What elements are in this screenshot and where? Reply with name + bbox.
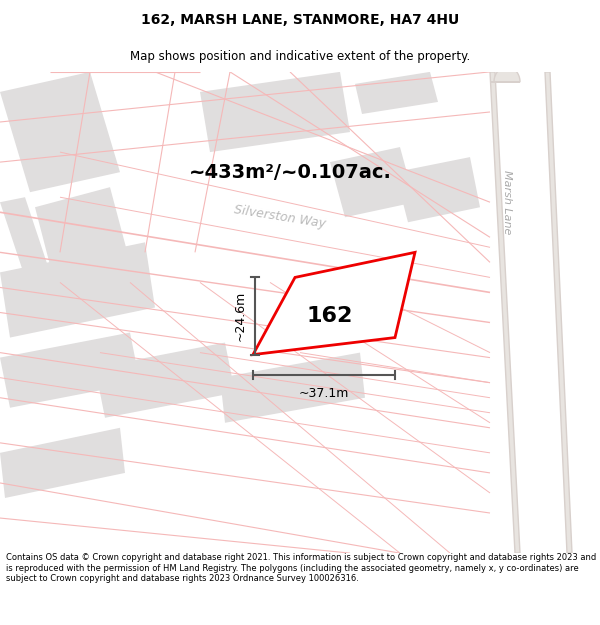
- Polygon shape: [0, 428, 125, 498]
- Polygon shape: [0, 72, 120, 192]
- Polygon shape: [545, 72, 572, 553]
- Text: ~24.6m: ~24.6m: [234, 291, 247, 341]
- Text: 162, MARSH LANE, STANMORE, HA7 4HU: 162, MARSH LANE, STANMORE, HA7 4HU: [141, 13, 459, 27]
- Text: ~433m²/~0.107ac.: ~433m²/~0.107ac.: [188, 162, 391, 182]
- Text: Map shows position and indicative extent of the property.: Map shows position and indicative extent…: [130, 49, 470, 62]
- Polygon shape: [490, 67, 520, 82]
- Polygon shape: [200, 72, 350, 152]
- Polygon shape: [490, 72, 520, 553]
- Polygon shape: [395, 157, 480, 222]
- Polygon shape: [0, 242, 155, 338]
- Text: Contains OS data © Crown copyright and database right 2021. This information is : Contains OS data © Crown copyright and d…: [6, 553, 596, 583]
- Text: 162: 162: [307, 306, 353, 326]
- Polygon shape: [355, 72, 438, 114]
- Polygon shape: [330, 147, 415, 218]
- Polygon shape: [95, 342, 235, 418]
- Text: Marsh Lane: Marsh Lane: [502, 170, 512, 234]
- Polygon shape: [220, 352, 365, 422]
- Polygon shape: [0, 332, 140, 408]
- Polygon shape: [35, 187, 130, 284]
- Text: Silverston Way: Silverston Way: [233, 204, 327, 231]
- Text: ~37.1m: ~37.1m: [299, 387, 349, 400]
- Polygon shape: [253, 253, 415, 354]
- Polygon shape: [0, 198, 60, 308]
